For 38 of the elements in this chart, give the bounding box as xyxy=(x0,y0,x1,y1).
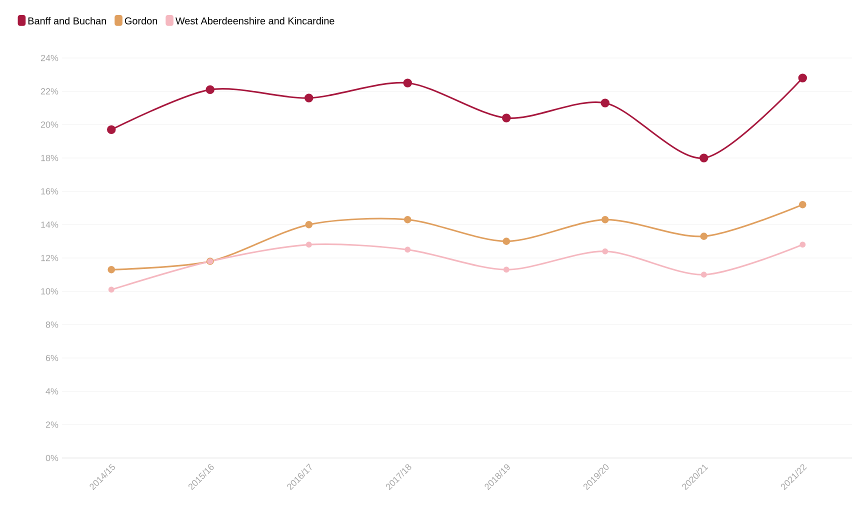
legend-label: West Aberdeenshire and Kincardine xyxy=(176,17,334,24)
legend-label: Gordon xyxy=(124,17,158,24)
point xyxy=(798,74,808,82)
point xyxy=(601,216,609,224)
point xyxy=(403,78,412,88)
point xyxy=(106,125,116,134)
point xyxy=(699,154,708,162)
y-tick-label: 22% xyxy=(40,88,58,94)
point xyxy=(700,272,707,278)
point xyxy=(800,242,806,248)
y-tick-label: 0% xyxy=(46,454,58,462)
legend-label: Banff and Buchan xyxy=(28,17,106,24)
y-tick-label: 6% xyxy=(46,354,58,362)
y-tick-label: 12% xyxy=(41,254,58,262)
y-tick-label: 24% xyxy=(40,54,58,62)
point xyxy=(502,114,511,122)
y-tick-label: 18% xyxy=(41,154,58,162)
y-tick-label: 4% xyxy=(46,388,58,394)
point xyxy=(108,266,116,274)
point xyxy=(503,266,510,273)
y-tick-label: 14% xyxy=(41,222,58,228)
point xyxy=(700,232,708,240)
point xyxy=(108,286,114,293)
point xyxy=(304,94,314,102)
y-tick-label: 16% xyxy=(41,188,58,195)
point xyxy=(306,242,312,248)
y-tick-label: 2% xyxy=(46,422,58,428)
point xyxy=(404,216,412,224)
point xyxy=(798,200,806,208)
y-tick-label: 10% xyxy=(41,288,58,295)
point xyxy=(502,238,510,246)
point xyxy=(602,248,608,254)
point xyxy=(404,246,411,253)
point xyxy=(206,85,215,94)
y-tick-label: 8% xyxy=(46,321,58,328)
point xyxy=(305,220,313,228)
point xyxy=(600,98,610,108)
y-tick-label: 20% xyxy=(40,121,58,128)
